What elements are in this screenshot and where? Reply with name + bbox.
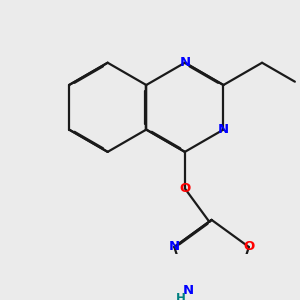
Text: N: N (183, 284, 194, 297)
Text: H: H (176, 292, 185, 300)
Text: O: O (243, 241, 254, 254)
Text: N: N (218, 123, 229, 136)
Text: N: N (179, 56, 191, 69)
Text: O: O (179, 182, 190, 195)
Text: N: N (169, 241, 180, 254)
